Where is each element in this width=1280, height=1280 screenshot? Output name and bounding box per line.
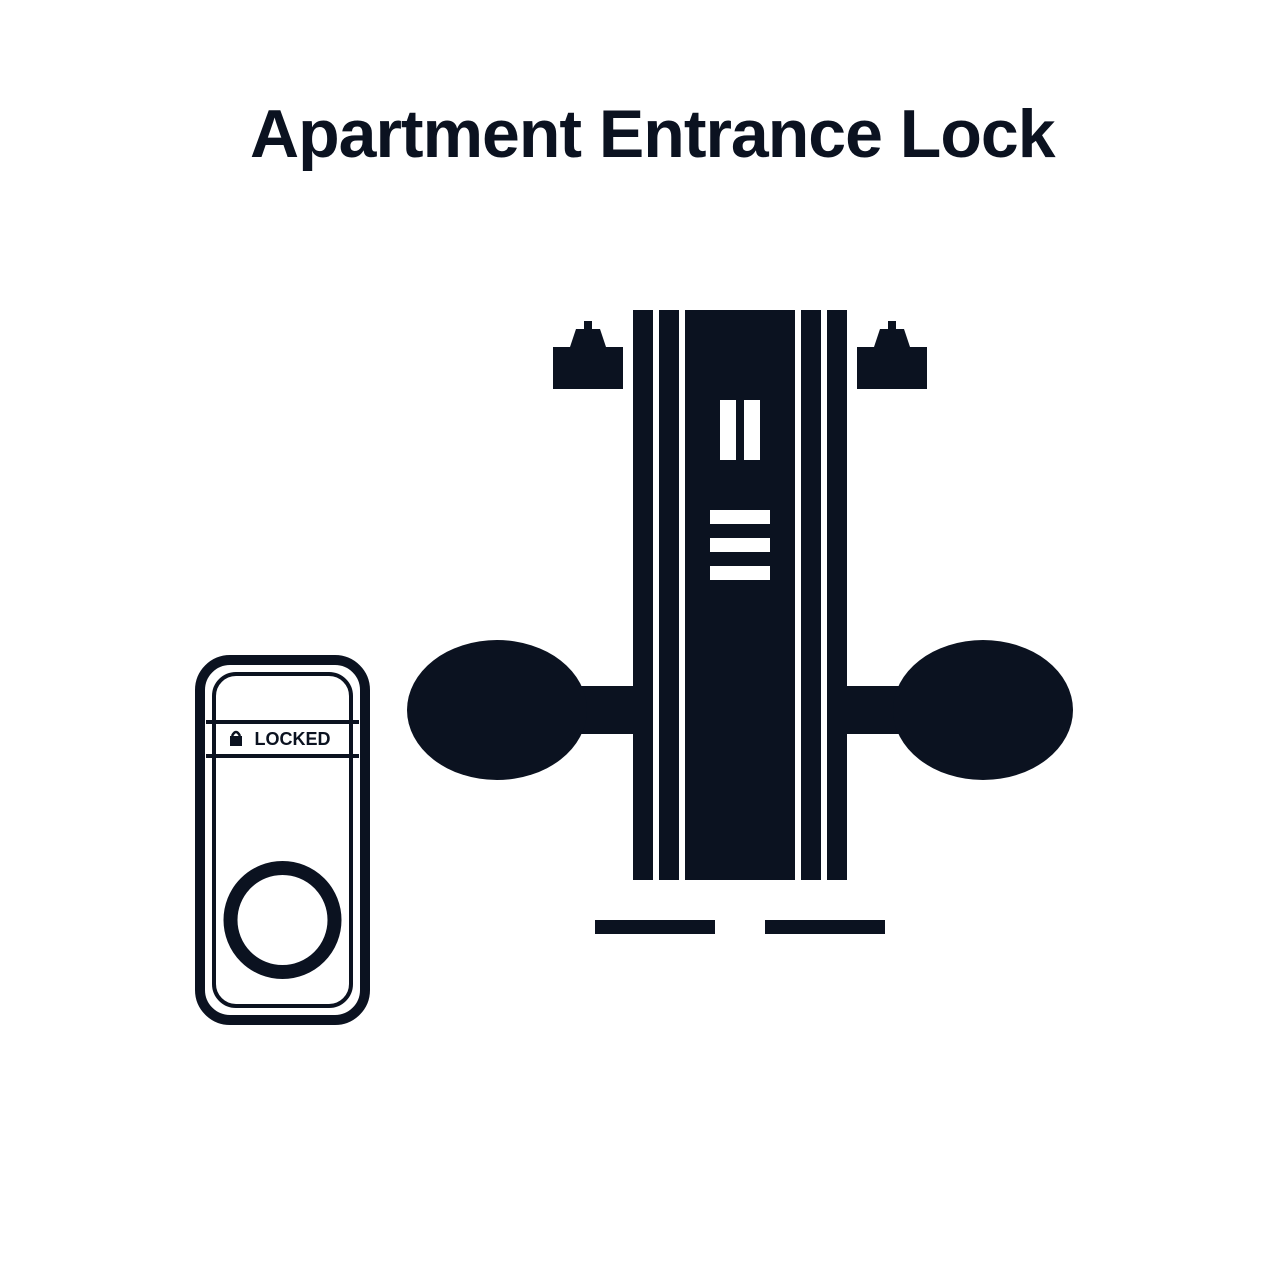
mortise-lock-icon [407, 310, 1073, 934]
diagram-canvas: Apartment Entrance Lock LOCKED [0, 0, 1280, 1280]
lock-diagram-svg: LOCKED [0, 0, 1280, 1280]
escutcheon-label: LOCKED [255, 729, 331, 749]
escutcheon-icon: LOCKED [200, 660, 365, 1020]
